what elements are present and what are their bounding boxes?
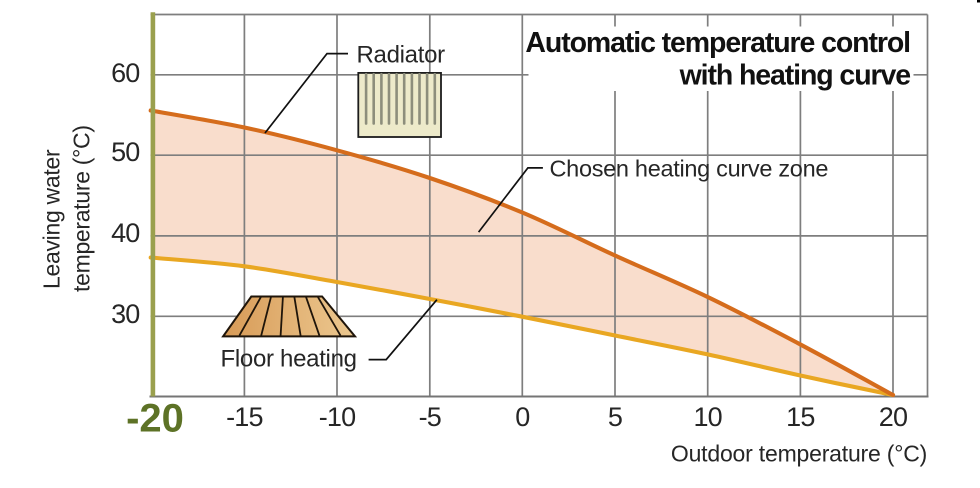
svg-text:-15: -15 <box>226 402 263 432</box>
svg-text:-5: -5 <box>419 402 441 432</box>
svg-text:30: 30 <box>111 299 139 329</box>
svg-text:Automatic temperature control: Automatic temperature control <box>525 27 910 59</box>
svg-text:10: 10 <box>693 402 721 432</box>
svg-text:Chosen heating curve zone: Chosen heating curve zone <box>550 156 829 182</box>
svg-text:temperature (°C): temperature (°C) <box>69 125 95 292</box>
svg-text:60: 60 <box>111 58 139 88</box>
svg-text:50: 50 <box>111 137 139 167</box>
svg-text:5: 5 <box>608 402 622 432</box>
svg-text:Floor heating: Floor heating <box>221 346 357 373</box>
svg-text:Outdoor temperature (°C): Outdoor temperature (°C) <box>671 441 927 467</box>
svg-text:Leaving water: Leaving water <box>39 149 65 289</box>
svg-text:40: 40 <box>111 218 139 248</box>
svg-text:15: 15 <box>786 402 814 432</box>
svg-text:Radiator: Radiator <box>357 41 446 68</box>
svg-text:with heating curve: with heating curve <box>679 59 911 91</box>
svg-text:-10: -10 <box>319 402 356 432</box>
svg-text:-20: -20 <box>126 397 184 441</box>
svg-text:0: 0 <box>515 402 529 432</box>
svg-text:20: 20 <box>879 402 907 432</box>
